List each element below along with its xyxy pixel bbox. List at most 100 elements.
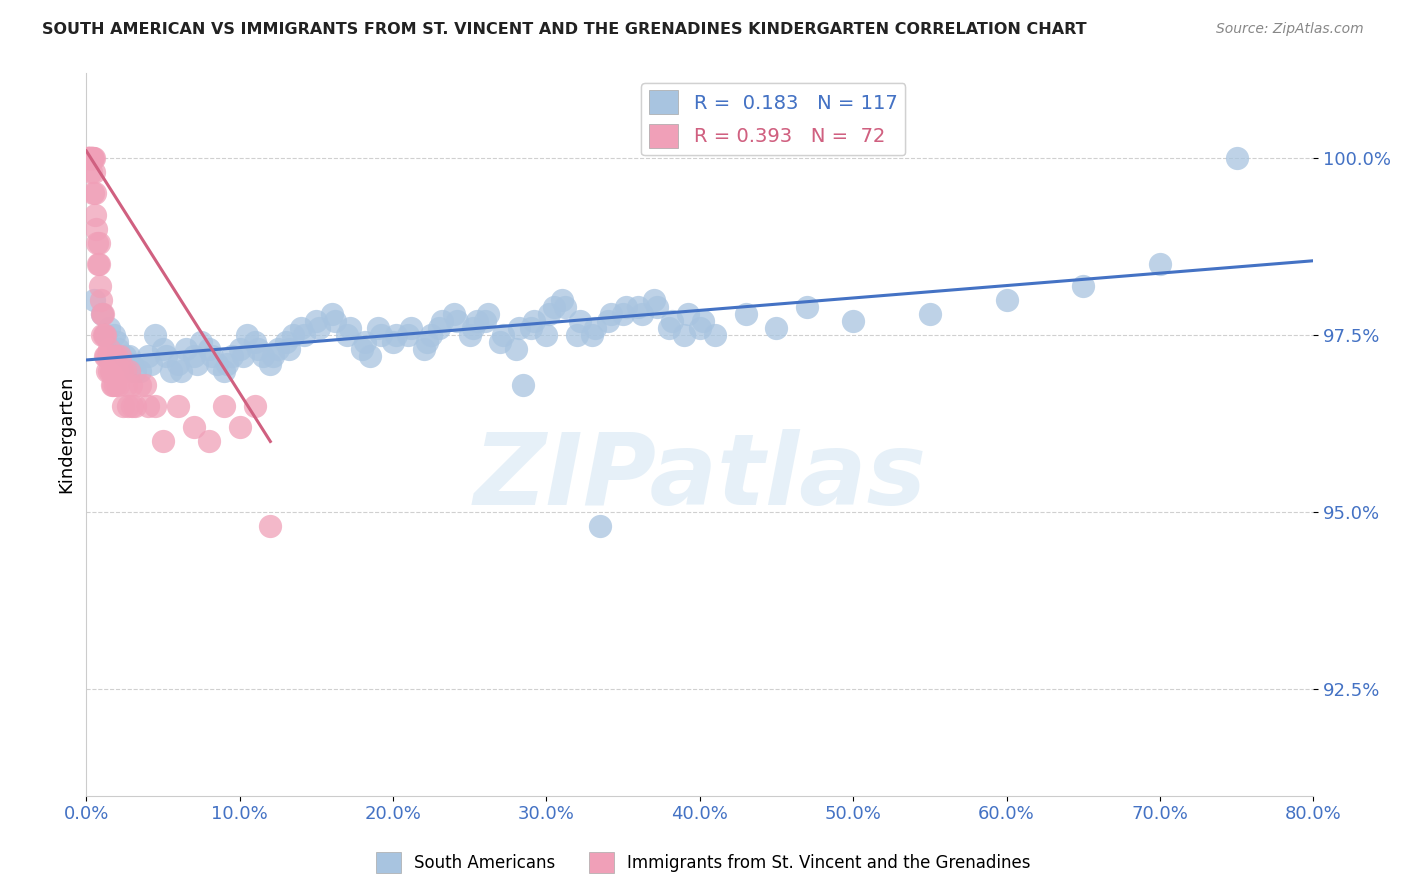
Point <box>1226 151 1249 165</box>
Point <box>136 350 159 364</box>
Point <box>554 300 576 314</box>
Point <box>90 307 112 321</box>
Point <box>645 300 668 314</box>
Point <box>292 328 315 343</box>
Point <box>76 151 98 165</box>
Point <box>367 321 389 335</box>
Text: SOUTH AMERICAN VS IMMIGRANTS FROM ST. VINCENT AND THE GRENADINES KINDERGARTEN CO: SOUTH AMERICAN VS IMMIGRANTS FROM ST. VI… <box>42 22 1087 37</box>
Point <box>107 377 129 392</box>
Point <box>93 350 115 364</box>
Point <box>76 151 98 165</box>
Point <box>80 151 103 165</box>
Point <box>136 399 159 413</box>
Point <box>80 165 103 179</box>
Point <box>259 519 281 533</box>
Point <box>89 257 111 271</box>
Point <box>201 350 224 364</box>
Point <box>352 343 374 357</box>
Legend: R =  0.183   N = 117, R = 0.393   N =  72: R = 0.183 N = 117, R = 0.393 N = 72 <box>641 83 905 155</box>
Point <box>512 377 534 392</box>
Point <box>589 519 612 533</box>
Point <box>115 377 138 392</box>
Text: ZIPatlas: ZIPatlas <box>474 429 927 526</box>
Point <box>198 343 221 357</box>
Point <box>627 300 650 314</box>
Point <box>214 399 236 413</box>
Point <box>321 307 343 321</box>
Point <box>467 314 489 328</box>
Point <box>308 321 330 335</box>
Point <box>93 328 115 343</box>
Point <box>274 335 297 350</box>
Point <box>97 343 120 357</box>
Point <box>339 321 361 335</box>
Point <box>796 300 818 314</box>
Point <box>336 328 359 343</box>
Point <box>152 434 174 449</box>
Point <box>305 314 328 328</box>
Point <box>84 208 107 222</box>
Point <box>167 399 190 413</box>
Point <box>370 328 392 343</box>
Point <box>121 357 143 371</box>
Point <box>114 363 136 377</box>
Point <box>183 350 205 364</box>
Point <box>396 328 419 343</box>
Point <box>170 363 193 377</box>
Point <box>101 377 124 392</box>
Y-axis label: Kindergarten: Kindergarten <box>58 376 75 493</box>
Point <box>104 363 127 377</box>
Point <box>104 377 127 392</box>
Point <box>734 307 756 321</box>
Point <box>183 420 205 434</box>
Point <box>214 363 236 377</box>
Point <box>543 300 565 314</box>
Point <box>139 357 162 371</box>
Point <box>508 321 530 335</box>
Point <box>152 343 174 357</box>
Point <box>93 328 115 343</box>
Point <box>90 293 112 307</box>
Point <box>385 328 408 343</box>
Point <box>82 151 104 165</box>
Point <box>124 399 146 413</box>
Point <box>538 307 561 321</box>
Point <box>110 363 132 377</box>
Point <box>536 328 558 343</box>
Point <box>82 186 104 201</box>
Point <box>581 328 603 343</box>
Point <box>676 307 699 321</box>
Point <box>77 151 100 165</box>
Point <box>121 399 143 413</box>
Point <box>155 350 177 364</box>
Point <box>477 307 499 321</box>
Point <box>401 321 423 335</box>
Point <box>105 350 128 364</box>
Point <box>1149 257 1171 271</box>
Point <box>80 151 103 165</box>
Point <box>614 300 637 314</box>
Point <box>83 293 105 307</box>
Point <box>842 314 865 328</box>
Point <box>91 307 114 321</box>
Point <box>228 420 250 434</box>
Point <box>359 350 381 364</box>
Point <box>243 399 266 413</box>
Point <box>565 328 588 343</box>
Point <box>84 222 107 236</box>
Point <box>259 357 281 371</box>
Point <box>765 321 787 335</box>
Point <box>599 307 621 321</box>
Point <box>461 321 484 335</box>
Point <box>551 293 574 307</box>
Point <box>114 350 136 364</box>
Point <box>661 314 683 328</box>
Legend: South Americans, Immigrants from St. Vincent and the Grenadines: South Americans, Immigrants from St. Vin… <box>368 846 1038 880</box>
Point <box>105 335 128 350</box>
Point <box>124 363 146 377</box>
Point <box>117 399 139 413</box>
Point <box>118 350 141 364</box>
Point <box>323 314 346 328</box>
Point <box>94 328 117 343</box>
Point <box>277 343 299 357</box>
